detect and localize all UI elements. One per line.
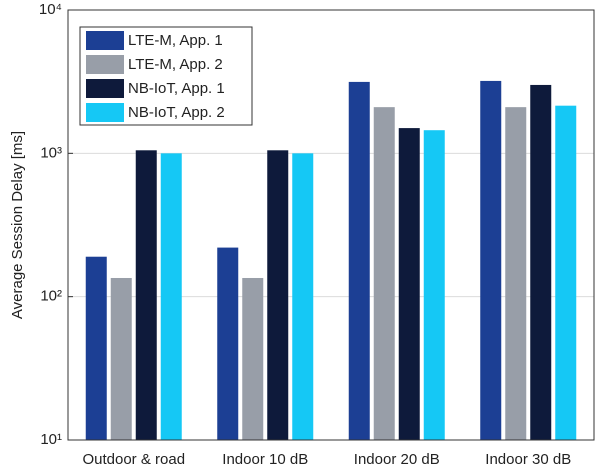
y-axis-label: Average Session Delay [ms] [9,131,26,319]
legend-swatch [86,55,124,74]
bar [160,153,182,441]
legend-swatch [86,31,124,50]
x-tick-label: Indoor 30 dB [485,451,571,468]
x-tick-label: Indoor 20 dB [354,451,440,468]
bar [373,107,395,441]
bar [530,84,552,440]
bar [423,130,445,440]
legend-label: NB-IoT, App. 1 [128,80,225,97]
bar [217,247,239,440]
x-tick-label: Indoor 10 dB [222,451,308,468]
bar [505,107,527,441]
y-tick-label: 10² [40,288,62,305]
y-tick-label: 10³ [40,144,62,161]
bar [480,80,502,441]
axes-frame [67,9,595,441]
bar [398,128,420,441]
legend-label: LTE-M, App. 1 [128,32,223,49]
x-tick-label: Outdoor & road [82,451,185,468]
bar [555,105,577,440]
bar [85,256,107,440]
y-tick-label: 10⁴ [39,1,62,18]
bar [267,150,289,440]
bar [242,277,264,440]
bar [110,277,132,440]
legend-label: NB-IoT, App. 2 [128,104,225,121]
y-tick-label: 10¹ [40,431,62,448]
bar [348,81,370,441]
bar [135,150,157,440]
legend-label: LTE-M, App. 2 [128,56,223,73]
bar [292,153,314,441]
legend-swatch [86,103,124,122]
legend-swatch [86,79,124,98]
